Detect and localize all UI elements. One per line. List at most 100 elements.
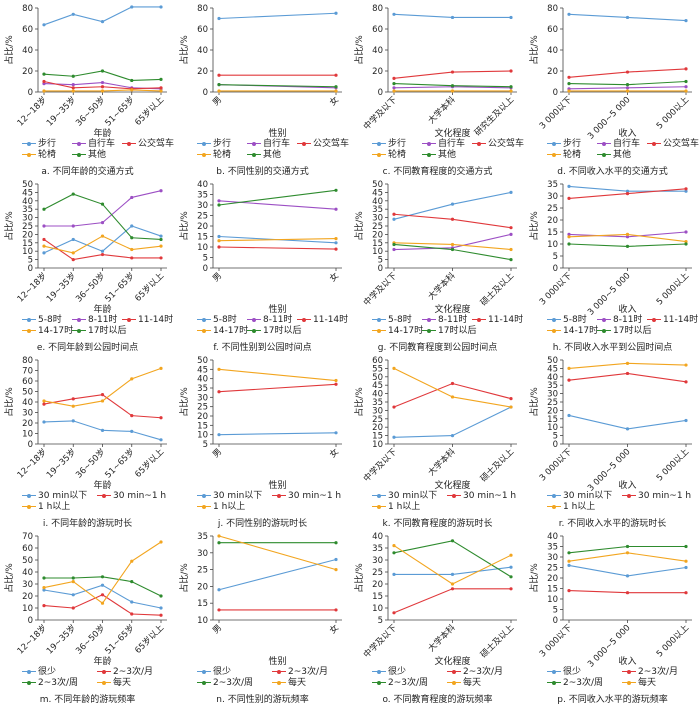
data-point bbox=[71, 419, 75, 423]
y-tick-label: 80 bbox=[22, 4, 33, 14]
x-tick-label: 65岁以上 bbox=[133, 94, 167, 128]
legend-label: 公交驾车 bbox=[138, 139, 175, 149]
y-tick-label: 10 bbox=[547, 240, 558, 250]
data-point bbox=[130, 78, 134, 83]
y-tick-label: 20 bbox=[547, 67, 558, 77]
data-point bbox=[71, 89, 75, 93]
y-tick-label: 20 bbox=[372, 423, 383, 433]
legend-swatch bbox=[372, 493, 386, 499]
data-point bbox=[392, 76, 396, 80]
data-point bbox=[130, 224, 134, 228]
y-tick-label: 60 bbox=[22, 377, 33, 387]
data-point bbox=[334, 85, 338, 89]
legend-swatch bbox=[372, 317, 386, 323]
legend-label: 17时以后 bbox=[263, 326, 302, 336]
data-point bbox=[567, 75, 571, 79]
x-axis-label: 收入 bbox=[618, 479, 636, 491]
data-point bbox=[625, 89, 630, 93]
x-tick-label: 12~18岁 bbox=[15, 622, 49, 656]
legend-item: 每天 bbox=[97, 678, 172, 689]
y-tick-label: 20 bbox=[372, 67, 383, 77]
data-point bbox=[217, 83, 221, 87]
chart-panel-p: 0 5 10 15 20 25 30 35 40 占比/% 3 000以下 3 000~5 000 5 … bbox=[525, 530, 700, 706]
y-tick-label: 35 bbox=[372, 205, 383, 215]
data-point bbox=[159, 77, 163, 81]
data-point bbox=[159, 416, 163, 420]
legend: 步行 自行车 公交驾车轮椅 其他 bbox=[547, 139, 699, 161]
y-tick-label: 50 bbox=[372, 373, 383, 383]
y-tick-label: 10 bbox=[547, 595, 558, 605]
legend-item: 其他 bbox=[597, 150, 647, 161]
data-point bbox=[130, 429, 134, 433]
data-point bbox=[567, 82, 571, 86]
y-tick-label: 15 bbox=[197, 233, 208, 243]
y-tick-label: 15 bbox=[547, 228, 558, 238]
legend-item: 很少 bbox=[22, 667, 97, 678]
data-point bbox=[71, 224, 75, 228]
legend-swatch bbox=[72, 328, 86, 334]
legend-item: 5-8时 bbox=[372, 315, 422, 326]
data-point bbox=[71, 397, 75, 401]
y-tick-label: 10 bbox=[197, 431, 208, 441]
data-point bbox=[684, 19, 688, 23]
legend-swatch bbox=[197, 504, 211, 510]
legend-label: 14-17时 bbox=[388, 326, 424, 336]
data-point bbox=[567, 551, 571, 555]
y-tick-label: 40 bbox=[197, 180, 208, 190]
legend-item: 8-11时 bbox=[72, 315, 122, 326]
y-tick-label: 0 bbox=[553, 440, 558, 450]
legend-swatch bbox=[72, 141, 86, 147]
data-point bbox=[71, 237, 75, 242]
legend-item: 11-14时 bbox=[472, 315, 523, 326]
legend-swatch bbox=[472, 317, 486, 323]
legend-label: 2~3次/周 bbox=[213, 678, 254, 688]
legend-swatch bbox=[547, 669, 561, 675]
legend-item: 17时以后 bbox=[597, 326, 651, 337]
legend-label: 步行 bbox=[213, 139, 232, 149]
legend-swatch bbox=[72, 152, 86, 158]
legend-swatch bbox=[372, 669, 386, 675]
data-point bbox=[159, 256, 163, 260]
y-tick-label: 15 bbox=[547, 415, 558, 425]
y-tick-label: 0 bbox=[28, 616, 33, 626]
legend-label: 1 h以上 bbox=[38, 502, 71, 512]
y-tick-label: 25 bbox=[197, 403, 208, 413]
data-point bbox=[567, 413, 571, 418]
data-point bbox=[159, 366, 163, 370]
y-tick-label: 15 bbox=[22, 239, 33, 249]
legend-item: 步行 bbox=[197, 139, 247, 150]
series-line-0 bbox=[568, 414, 687, 430]
data-point bbox=[159, 540, 163, 544]
legend: 步行 自行车 公交驾车轮椅 其他 bbox=[197, 139, 349, 161]
data-point bbox=[100, 202, 105, 206]
data-point bbox=[71, 251, 75, 255]
data-point bbox=[625, 86, 630, 90]
x-tick-label: 5 000以上 bbox=[655, 447, 692, 484]
legend-swatch bbox=[447, 680, 461, 686]
legend-swatch bbox=[197, 317, 211, 323]
legend-swatch bbox=[372, 152, 386, 158]
x-tick-label: 女 bbox=[327, 270, 341, 284]
data-point bbox=[217, 541, 221, 545]
chart-caption: k. 不同教育程度的游玩时长 bbox=[382, 519, 493, 529]
chart-caption: e. 不同年龄到公园时间点 bbox=[36, 343, 139, 353]
x-tick-label: 51~65岁 bbox=[103, 270, 137, 304]
data-point bbox=[684, 591, 688, 595]
legend-label: 14-17时 bbox=[213, 326, 249, 336]
data-point bbox=[509, 587, 513, 591]
y-tick-label: 50 bbox=[197, 356, 208, 366]
y-tick-label: 30 bbox=[22, 580, 33, 590]
y-tick-label: 25 bbox=[372, 568, 383, 578]
legend-label: 2~3次/月 bbox=[288, 667, 329, 677]
data-point bbox=[71, 580, 75, 584]
chart-panel-e: 0 5 10 15 20 25 30 35 40 45 50 占比/% 12~18岁 19~35岁 36~5… bbox=[0, 178, 175, 354]
data-point bbox=[130, 414, 134, 418]
legend-item: 其他 bbox=[247, 150, 297, 161]
legend-swatch bbox=[597, 328, 611, 334]
data-point bbox=[100, 69, 105, 73]
data-point bbox=[100, 249, 105, 253]
chart-panel-h: 0 5 10 15 20 25 30 35 占比/% 3 000以下 3 000~5 000 5 00… bbox=[525, 178, 700, 354]
x-axis-label: 年龄 bbox=[93, 303, 111, 315]
data-point bbox=[684, 544, 688, 549]
